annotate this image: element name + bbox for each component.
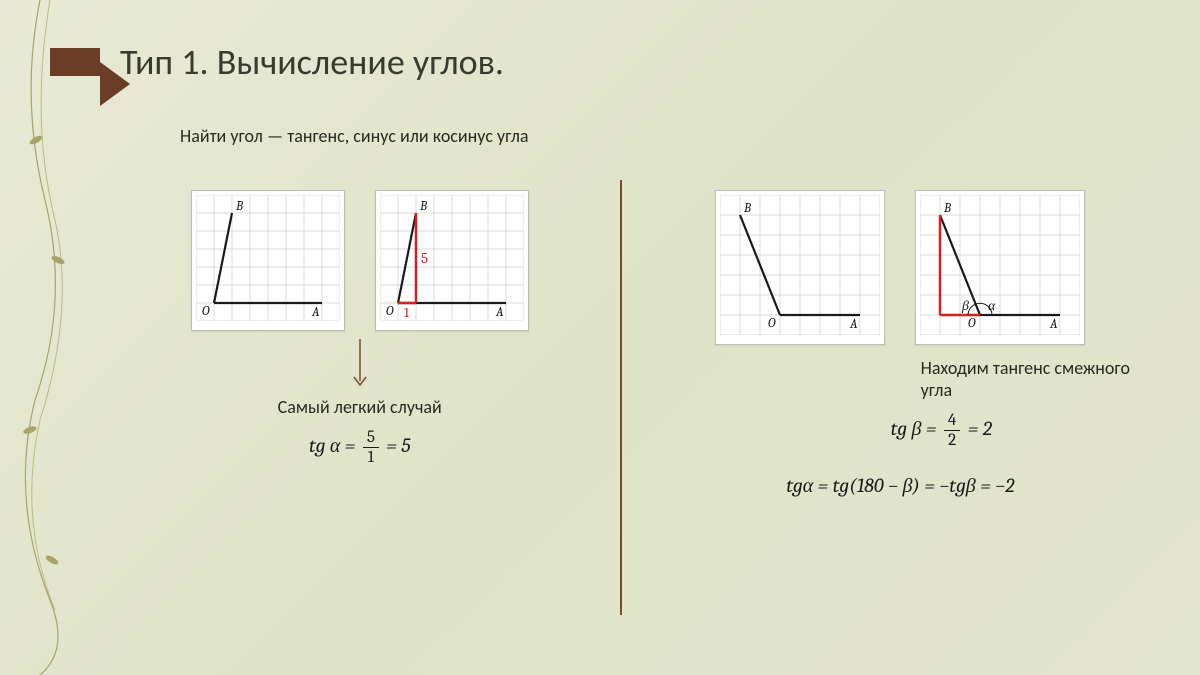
svg-text:β: β	[961, 297, 969, 314]
svg-text:5: 5	[421, 249, 428, 267]
svg-text:B: B	[419, 199, 427, 214]
svg-text:O: O	[968, 316, 976, 331]
grid-2: O A B 5 1	[375, 190, 529, 331]
svg-text:B: B	[943, 201, 951, 216]
formula-lhs: tg α =	[309, 434, 355, 457]
grid-4: O A Bβ α	[915, 190, 1085, 345]
grid-1: O A B	[191, 190, 345, 331]
down-arrow-icon	[120, 339, 599, 396]
formula-left: tg α = 51 = 5	[120, 428, 599, 467]
right-column: OAB OABβα Находим тангенс смежного угла …	[661, 190, 1140, 498]
svg-text:A: A	[1049, 317, 1058, 332]
decorative-vine	[0, 0, 90, 675]
page-title: Тип 1. Вычисление углов.	[120, 40, 504, 84]
easy-caption: Самый легкий случай	[120, 396, 599, 418]
formula-beta: tg β = 42 = 2	[891, 411, 1140, 450]
svg-text:1: 1	[404, 304, 410, 321]
svg-text:A: A	[311, 305, 320, 320]
title-row: Тип 1. Вычисление углов.	[100, 40, 504, 84]
formula-alpha: tgα = tg(180 − β) = −tgβ = −2	[661, 474, 1140, 498]
grid-3: O A B	[715, 190, 885, 345]
formula-rhs: = 5	[386, 434, 410, 457]
svg-text:α: α	[988, 297, 996, 314]
svg-text:B: B	[743, 201, 751, 216]
svg-text:O: O	[768, 316, 776, 331]
svg-text:A: A	[849, 317, 858, 332]
svg-text:O: O	[202, 304, 210, 319]
subtitle: Найти угол — тангенс, синус или косинус …	[180, 125, 529, 147]
vertical-divider	[620, 180, 622, 615]
svg-text:A: A	[495, 305, 504, 320]
left-column: O A B O A B 5 1 Самый легкий случай tg α = 51 …	[120, 190, 599, 467]
content-area: O A B O A B 5 1 Самый легкий случай tg α = 51 …	[120, 180, 1140, 655]
svg-text:B: B	[235, 199, 243, 214]
right-caption: Находим тангенс смежного угла	[921, 357, 1140, 401]
svg-text:O: O	[386, 304, 394, 319]
